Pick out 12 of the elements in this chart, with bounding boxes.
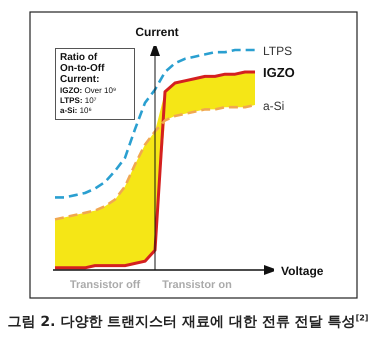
annotation: LTPS: 10⁷ [60,96,98,106]
series-label: a-Si [263,99,284,113]
annotation: IGZO: Over 10⁹ [60,86,118,96]
text: Transistor on [162,279,232,291]
series-label: IGZO [263,65,295,80]
series-label: LTPS [263,44,292,58]
x-axis-title: Voltage [281,264,324,278]
annotation: a-Si: 10⁶ [60,106,93,116]
annotation: Ratio of On-to-Off Current: [60,52,106,85]
y-axis-title: Current [135,25,179,39]
text: 그림 2. 다양한 트랜지스터 재료에 대한 전류 전달 특성$^{[2]}$ [6,313,370,331]
text: Transistor off [70,279,140,291]
